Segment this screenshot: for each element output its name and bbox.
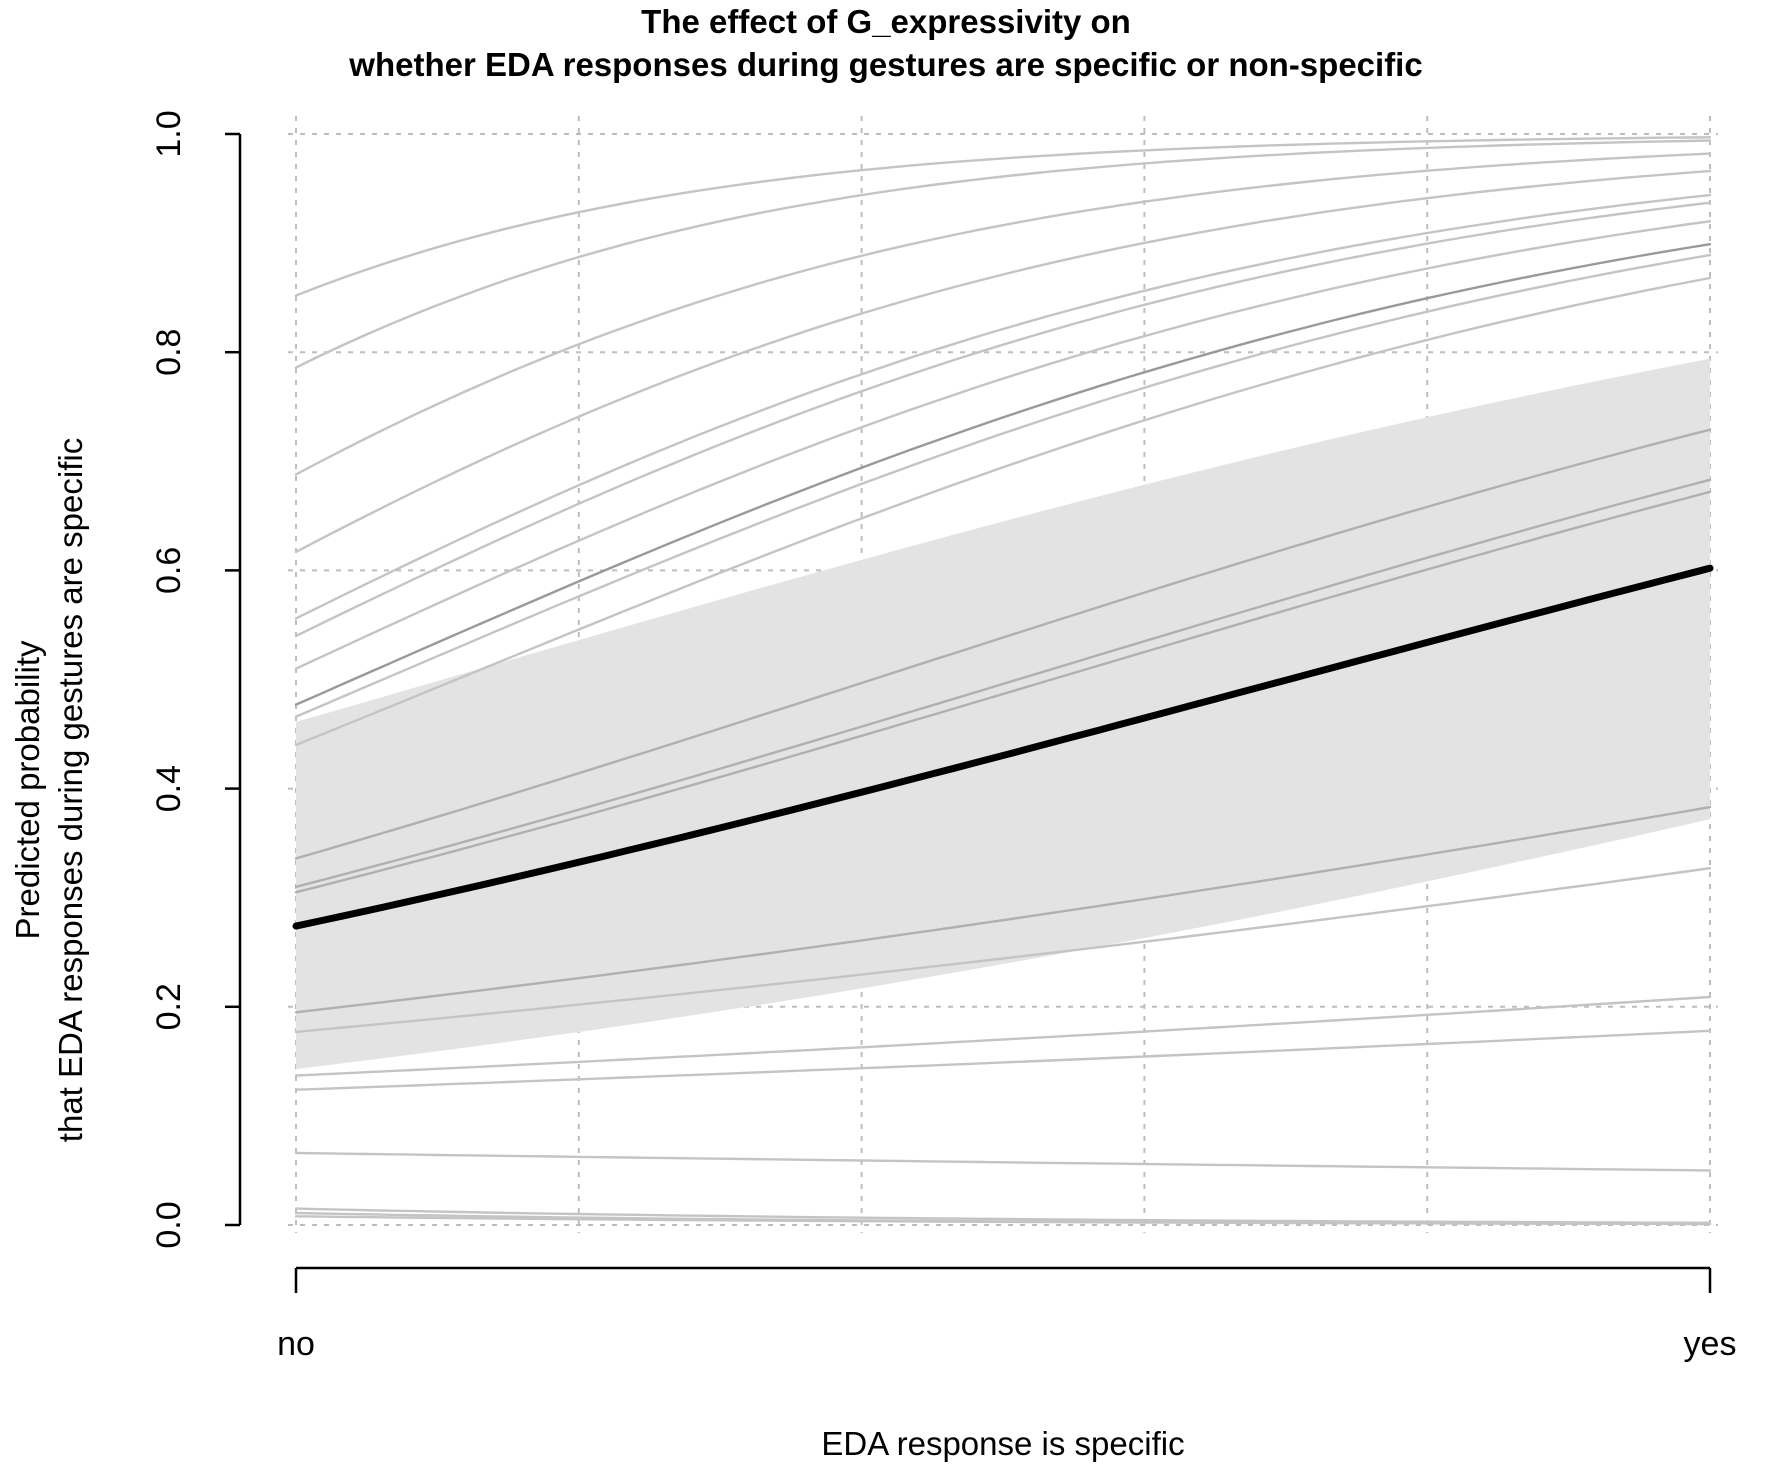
confidence-band-layer (296, 358, 1710, 1069)
x-tick-label: yes (1684, 1325, 1737, 1363)
subject-line (294, 1215, 1712, 1226)
subject-line (294, 867, 1712, 1034)
subject-line (294, 1029, 1712, 1091)
subject-line (294, 490, 1712, 894)
y-tick-label: 1.0 (150, 110, 188, 157)
confidence-band (296, 358, 1710, 1069)
y-axis-label-line-2: that EDA responses during gestures are s… (52, 438, 89, 1142)
subject-line (294, 478, 1712, 888)
subject-line (294, 428, 1712, 860)
subject-line (294, 220, 1712, 670)
subject-line (294, 253, 1712, 718)
subject-line (294, 1207, 1712, 1224)
subject-lines (294, 136, 1712, 1226)
subject-line (294, 139, 1712, 369)
subject-line (294, 169, 1712, 554)
subject-line (294, 276, 1712, 747)
y-tick-label: 0.4 (150, 765, 188, 812)
subject-line (294, 805, 1712, 1014)
chart-subtitle: whether EDA responses during gestures ar… (348, 46, 1422, 83)
axes: 0.0 0.2 0.4 0.6 0.8 1.0 no yes (150, 110, 1736, 1363)
y-tick-label: 0.0 (150, 1201, 188, 1248)
subject-line (294, 1151, 1712, 1172)
x-tick-label: no (277, 1325, 315, 1363)
mean-line-layer (292, 564, 1714, 930)
subject-line (294, 201, 1712, 638)
y-tick-label: 0.6 (150, 547, 188, 594)
chart-title: The effect of G_expressivity on (641, 3, 1131, 40)
subject-line (294, 995, 1712, 1077)
x-axis-label: EDA response is specific (821, 1425, 1184, 1462)
subject-line (294, 243, 1712, 706)
subject-line (294, 152, 1712, 476)
y-axis-label-line-1: Predicted probability (9, 640, 46, 939)
mean-line (292, 564, 1714, 930)
subject-line (294, 136, 1712, 297)
y-tick-label: 0.2 (150, 983, 188, 1030)
y-tick-label: 0.8 (150, 329, 188, 376)
subject-line (294, 193, 1712, 620)
